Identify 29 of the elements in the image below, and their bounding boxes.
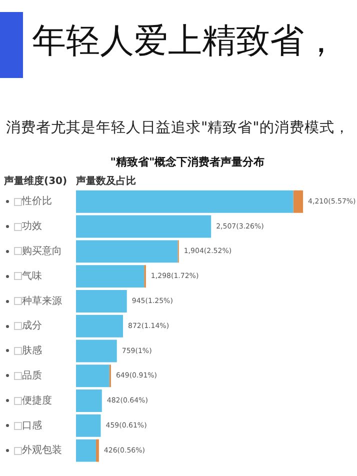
bar — [76, 314, 123, 338]
bar — [76, 215, 212, 238]
text: 声量数及占比 — [75, 174, 136, 187]
y-tick-label: 种草来源 — [22, 294, 62, 307]
y-tick-label: 外观包装 — [22, 444, 62, 456]
y-tick-label: 气味 — [22, 270, 42, 282]
y-tick-label: 品质 — [22, 369, 42, 382]
y-tick-label: 功效 — [22, 220, 42, 232]
bar — [76, 439, 96, 462]
y-tick-label: 成分 — [22, 320, 42, 332]
bar — [76, 265, 144, 288]
bar — [293, 190, 304, 213]
bar — [76, 390, 102, 412]
y-tick-label: 口感 — [22, 419, 42, 432]
y-tick-label: 便捷度 — [22, 394, 52, 406]
chart-title: 年轻人爱上精致省， — [32, 20, 338, 63]
bar — [76, 340, 117, 362]
y-tick-label: 性价比 — [21, 195, 52, 208]
y-tick-label: 购买意向 — [22, 245, 62, 258]
bar — [76, 290, 127, 312]
chart-subtitle: 消费者尤其是年轻人日益追求"精致省"的消费模式， — [6, 119, 350, 137]
bar — [76, 190, 294, 213]
bar — [76, 240, 178, 263]
bar — [76, 364, 110, 388]
text: 声量维度(30) — [3, 174, 68, 187]
x-axis-title: "精致省"概念下消费者声量分布 — [110, 155, 265, 168]
bar — [76, 414, 101, 437]
bar — [96, 439, 99, 462]
y-tick-label: 肤感 — [22, 344, 42, 357]
